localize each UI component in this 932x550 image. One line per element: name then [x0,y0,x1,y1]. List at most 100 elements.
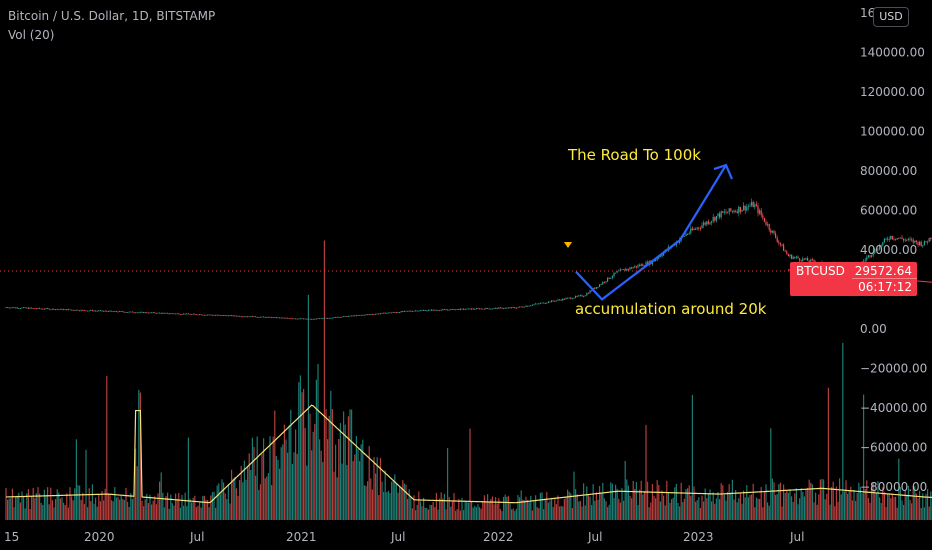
candle-body [61,308,63,310]
candle-body [354,315,356,317]
candle-body [224,315,226,316]
volume-bar [379,458,381,520]
volume-bar [656,480,658,520]
volume-bar [47,487,49,520]
volume-bar [499,509,501,520]
candle-body [59,308,61,310]
candle-body [79,310,81,312]
volume-bar [451,501,453,520]
volume-bar [429,504,431,520]
volume-bar [127,501,129,520]
volume-bar [101,491,103,520]
volume-bar [871,482,873,520]
volume-bar [35,493,37,520]
volume-bar [7,499,9,520]
volume-bar [863,394,865,520]
volume-bar [200,507,202,520]
candle-body [314,318,316,320]
candle-body [610,277,612,279]
volume-bar [112,501,114,520]
volume-bar [402,480,404,520]
candle-body [475,308,477,310]
candle-body [895,238,897,240]
target-annotation: The Road To 100k [567,146,701,164]
volume-bar [173,505,175,520]
candle-body [389,312,391,314]
candle-body [869,255,871,257]
candle-body [80,309,82,311]
volume-bar [471,501,473,520]
candle-body [218,314,220,316]
volume-bar [194,495,196,520]
volume-bar [864,488,866,520]
currency-button[interactable]: USD [873,7,909,27]
candle-body [98,310,100,312]
candle-body [775,233,777,238]
volume-bar [98,494,100,520]
candle-body [656,258,658,260]
volume-bar [679,506,681,520]
volume-bar [543,509,545,520]
volume-bar [858,482,860,520]
candle-body [506,307,508,309]
volume-bar [367,481,369,520]
candle-body [309,318,311,320]
candle-body [370,314,372,315]
projection-line[interactable] [575,164,727,301]
candle-body [477,308,479,310]
volume-bar [639,489,641,520]
candle-body [195,314,197,315]
candle-body [440,309,442,311]
candle-body [685,234,687,236]
volume-bar [487,494,489,520]
candle-body [803,258,805,260]
volume-bar [227,484,229,520]
alert-marker-icon [564,242,572,248]
candle-body [653,260,655,262]
volume-bar [170,494,172,520]
volume-bar [587,495,589,520]
volume-bar [925,493,927,520]
candle-body [725,211,727,213]
price-axis[interactable]: 16 140000.00 120000.00 100000.00 80000.00 600… [860,6,927,494]
volume-bar [631,498,633,520]
candle-body [181,314,183,315]
volume-bar [242,482,244,520]
volume-bar [26,493,28,520]
volume-bar [315,379,317,520]
candle-body [250,316,252,318]
candle-body [259,316,261,318]
candle-body [24,307,26,309]
volume-bar [320,450,322,520]
candle-body [555,300,557,302]
volume-bar [266,476,268,520]
volume-bar [749,495,751,520]
candle-body [11,307,13,309]
candle-body [467,308,469,310]
candle-body [351,315,353,317]
candle-body [410,310,412,312]
candle-body [789,254,791,257]
volume-bar [48,504,50,520]
volume-bar [311,450,313,520]
volume-bar [834,506,836,520]
volume-bar [504,494,506,520]
time-axis[interactable]: 15 2020 Jul 2021 Jul 2022 Jul 2023 Jul [4,530,804,544]
volume-bar [453,493,455,520]
volume-bar [629,495,631,520]
volume-bar [115,497,117,520]
volume-bar [408,489,410,520]
candle-body [459,308,461,310]
volume-bar [667,492,669,520]
candle-body [885,238,887,240]
candle-body [690,228,692,233]
volume-bar [659,501,661,520]
candle-body [688,232,690,234]
time-tick-label: 2022 [483,530,514,544]
candle-body [40,308,42,310]
candle-body [866,257,868,260]
volume-bar [775,494,777,520]
candle-body [333,317,335,318]
volume-bar [330,390,332,520]
